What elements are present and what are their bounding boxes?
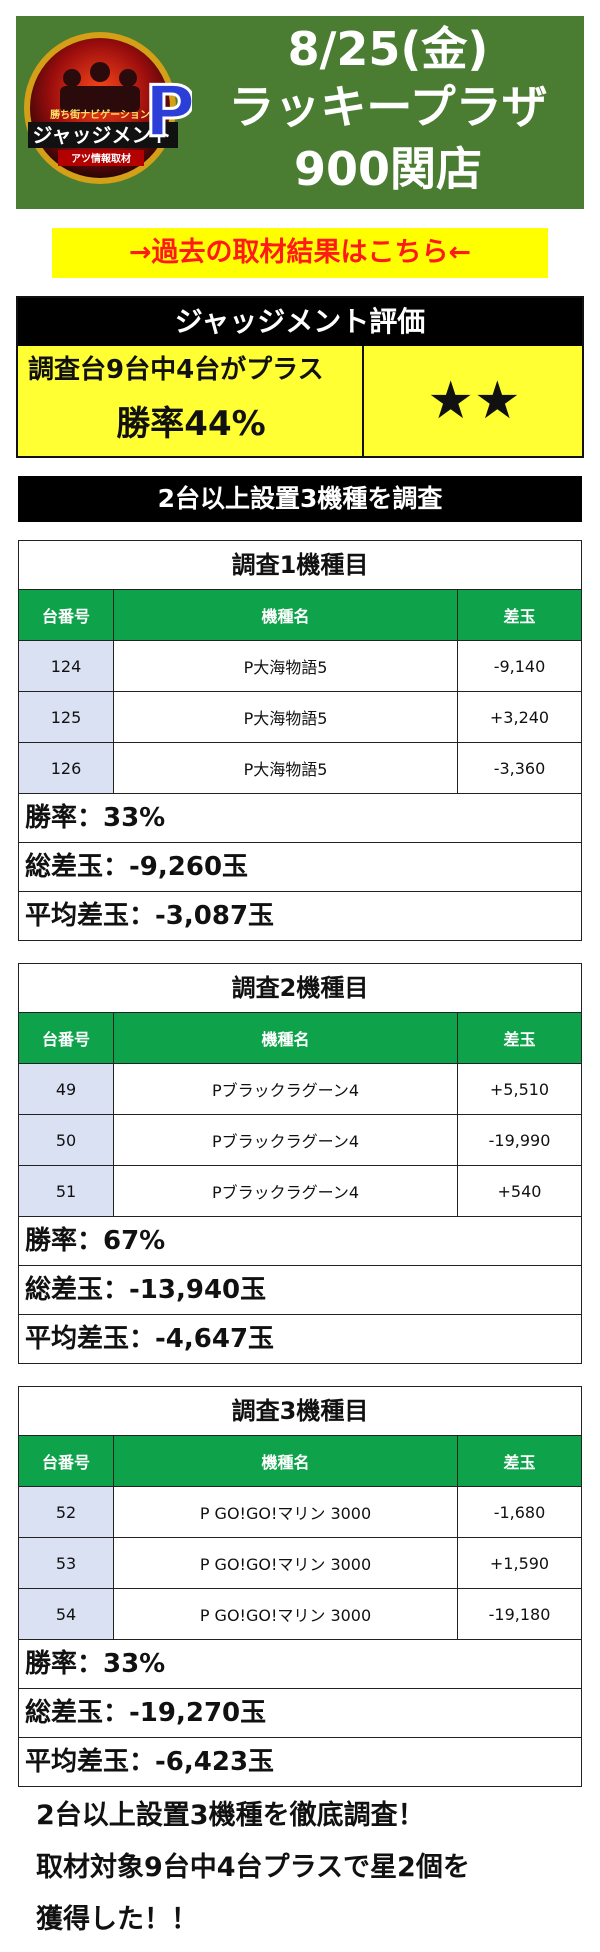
diff-value: +5,510	[489, 1079, 550, 1099]
machine-no: 124	[19, 641, 114, 691]
past-results-link[interactable]: →過去の取材結果はこちら←	[52, 228, 548, 278]
table-row: 52 P GO!GO!マリン 3000 -1,680	[19, 1487, 581, 1538]
model-name: P大海物語5	[114, 743, 458, 793]
machine-table-1: 調査1機種目 台番号 機種名 差玉 124 P大海物語5 -9,140 125 …	[18, 540, 582, 941]
diff-value: -9,140	[493, 656, 546, 676]
table-row: 126 P大海物語5 -3,360	[19, 743, 581, 794]
judgment-plus-count: 調査台9台中4台がプラス	[28, 355, 324, 385]
average-diff: 平均差玉：-6,423玉	[25, 1747, 275, 1777]
logo-title: ジャッジメント	[33, 123, 172, 147]
total-diff: 総差玉：-19,270玉	[19, 1689, 581, 1738]
header-diff: 差玉	[503, 607, 536, 626]
machine-no: 125	[19, 692, 114, 742]
store-branch: 900関店	[293, 142, 483, 196]
table-row: 50 Pブラックラグーン4 -19,990	[19, 1115, 581, 1166]
model-name: P GO!GO!マリン 3000	[114, 1538, 458, 1588]
machine-no: 54	[19, 1589, 114, 1639]
logo-p-letter: P	[144, 71, 192, 153]
table-row: 49 Pブラックラグーン4 +5,510	[19, 1064, 581, 1115]
header-model: 機種名	[114, 1013, 458, 1063]
machine-table-2: 調査2機種目 台番号 機種名 差玉 49 Pブラックラグーン4 +5,510 5…	[18, 963, 582, 1364]
table-row: 125 P大海物語5 +3,240	[19, 692, 581, 743]
total-diff: 総差玉：-13,940玉	[19, 1266, 581, 1315]
header-machine-no: 台番号	[19, 1013, 114, 1063]
header-diff: 差玉	[503, 1453, 536, 1472]
conclusion-line-3: 獲得した！！	[36, 1904, 198, 1935]
table-header: 台番号 機種名 差玉	[19, 1013, 581, 1064]
star-rating: ★★	[427, 371, 521, 431]
machine-title: 調査1機種目	[19, 541, 581, 590]
diff-value: -19,990	[488, 1130, 551, 1150]
event-date: 8/25(金)	[287, 22, 489, 76]
machine-no: 49	[19, 1064, 114, 1114]
table-row: 51 Pブラックラグーン4 +540	[19, 1166, 581, 1217]
machine-no: 51	[19, 1166, 114, 1216]
total-diff: 総差玉：-9,260玉	[19, 843, 581, 892]
machine-no: 50	[19, 1115, 114, 1165]
judgment-box: ジャッジメント評価 調査台9台中4台がプラス 勝率44% ★★	[16, 296, 584, 458]
header-diff: 差玉	[503, 1030, 536, 1049]
store-name: ラッキープラザ	[228, 80, 548, 134]
win-rate: 勝率：67%	[19, 1217, 581, 1266]
judgment-summary: 調査台9台中4台がプラス 勝率44%	[18, 346, 364, 456]
machine-title: 調査2機種目	[19, 964, 581, 1013]
conclusion-line-2: 取材対象9台中4台プラスで星2個を	[36, 1852, 470, 1883]
judgment-win-rate: 勝率44%	[116, 404, 266, 444]
model-name: Pブラックラグーン4	[114, 1115, 458, 1165]
conclusion-text: 2台以上設置3機種を徹底調査！ 取材対象9台中4台プラスで星2個を 獲得した！！	[36, 1790, 576, 1946]
machine-no: 52	[19, 1487, 114, 1537]
win-rate: 勝率：33%	[19, 1640, 581, 1689]
judgment-title: ジャッジメント評価	[18, 298, 582, 346]
model-name: Pブラックラグーン4	[114, 1064, 458, 1114]
machine-no: 126	[19, 743, 114, 793]
header-machine-no: 台番号	[19, 590, 114, 640]
header-model: 機種名	[114, 590, 458, 640]
diff-value: +1,590	[489, 1553, 550, 1573]
table-row: 124 P大海物語5 -9,140	[19, 641, 581, 692]
logo-subtitle: アツ情報取材	[71, 152, 131, 165]
diff-value: +540	[497, 1181, 542, 1201]
header-model: 機種名	[114, 1436, 458, 1486]
model-name: P GO!GO!マリン 3000	[114, 1487, 458, 1537]
model-name: Pブラックラグーン4	[114, 1166, 458, 1216]
machine-no: 53	[19, 1538, 114, 1588]
survey-banner: 2台以上設置3機種を調査	[18, 476, 582, 522]
average-diff: 平均差玉：-4,647玉	[25, 1324, 275, 1354]
table-header: 台番号 機種名 差玉	[19, 590, 581, 641]
judgment-logo: 勝ち街ナビゲーション ジャッジメント アツ情報取材 P	[24, 32, 192, 184]
diff-value: -19,180	[488, 1604, 551, 1624]
table-header: 台番号 機種名 差玉	[19, 1436, 581, 1487]
model-name: P GO!GO!マリン 3000	[114, 1589, 458, 1639]
diff-value: +3,240	[489, 707, 550, 727]
machine-title: 調査3機種目	[19, 1387, 581, 1436]
logo-caption: 勝ち街ナビゲーション	[50, 108, 150, 121]
machine-table-3: 調査3機種目 台番号 機種名 差玉 52 P GO!GO!マリン 3000 -1…	[18, 1386, 582, 1787]
diff-value: -3,360	[493, 758, 546, 778]
table-row: 54 P GO!GO!マリン 3000 -19,180	[19, 1589, 581, 1640]
conclusion-line-1: 2台以上設置3機種を徹底調査！	[36, 1800, 425, 1831]
win-rate: 勝率：33%	[19, 794, 581, 843]
model-name: P大海物語5	[114, 641, 458, 691]
average-diff: 平均差玉：-3,087玉	[25, 901, 275, 931]
header-machine-no: 台番号	[19, 1436, 114, 1486]
model-name: P大海物語5	[114, 692, 458, 742]
table-row: 53 P GO!GO!マリン 3000 +1,590	[19, 1538, 581, 1589]
diff-value: -1,680	[493, 1502, 546, 1522]
